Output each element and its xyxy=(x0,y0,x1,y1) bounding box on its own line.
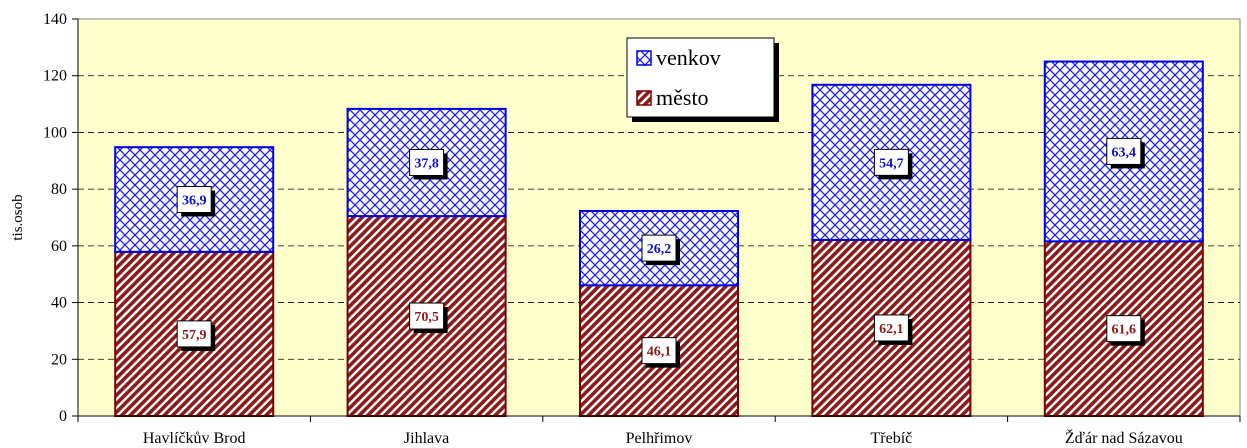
x-tick-label: Pelhřimov xyxy=(626,430,693,447)
data-label-box xyxy=(873,314,909,342)
data-label: 57,9 xyxy=(182,328,207,343)
y-tick-label: 20 xyxy=(51,351,67,368)
data-label: 54,7 xyxy=(879,156,904,171)
data-label-box xyxy=(641,234,677,262)
y-tick-label: 0 xyxy=(59,408,67,425)
data-label: 61,6 xyxy=(1112,323,1137,338)
data-label-box xyxy=(176,320,212,348)
y-axis-title: tis.osob xyxy=(10,194,26,240)
data-label-box xyxy=(409,302,445,330)
legend-label: město xyxy=(656,85,709,110)
legend-swatch xyxy=(636,90,652,106)
data-label-box xyxy=(409,148,445,176)
data-label: 46,1 xyxy=(647,345,672,360)
legend-label: venkov xyxy=(656,45,721,70)
data-label-box xyxy=(1106,315,1142,343)
data-label: 63,4 xyxy=(1112,145,1137,160)
y-tick-label: 100 xyxy=(43,124,67,141)
x-tick-label: Žďár nad Sázavou xyxy=(1065,428,1183,447)
y-tick-label: 40 xyxy=(51,295,67,312)
y-tick-label: 120 xyxy=(43,68,67,85)
y-tick-label: 60 xyxy=(51,238,67,255)
data-label: 26,2 xyxy=(647,242,672,257)
data-label-box xyxy=(1106,137,1142,165)
data-label: 62,1 xyxy=(879,322,904,337)
data-label: 36,9 xyxy=(182,193,207,208)
data-label: 37,8 xyxy=(414,156,439,171)
data-label-box xyxy=(641,337,677,365)
x-tick-label: Jihlava xyxy=(404,430,449,447)
data-label-box xyxy=(873,148,909,176)
data-label: 70,5 xyxy=(414,310,439,325)
y-tick-label: 80 xyxy=(51,181,67,198)
legend: venkov město xyxy=(626,37,779,122)
data-label-box xyxy=(176,185,212,213)
x-tick-label: Třebíč xyxy=(871,430,913,447)
bar-venkov xyxy=(1043,60,1204,243)
legend-swatch xyxy=(636,50,652,66)
y-tick-label: 140 xyxy=(43,11,67,28)
x-tick-label: Havlíčkův Brod xyxy=(143,430,246,447)
